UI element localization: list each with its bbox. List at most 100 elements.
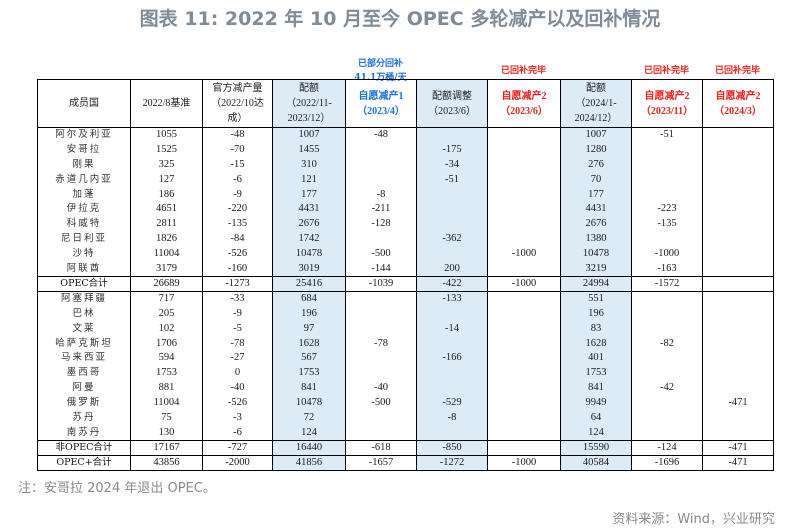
value-cell: -27 — [202, 350, 273, 366]
value-cell — [416, 216, 488, 232]
value-cell: 2676 — [272, 216, 346, 232]
value-cell — [631, 425, 703, 441]
country-cell: 尼日利亚 — [37, 231, 131, 247]
value-cell: -223 — [631, 201, 703, 217]
value-cell: 310 — [272, 157, 346, 173]
value-cell: 276 — [560, 157, 632, 173]
value-cell — [487, 201, 561, 217]
value-cell: -6 — [202, 425, 273, 441]
value-cell: 3179 — [130, 261, 203, 277]
value-cell: 325 — [130, 157, 203, 173]
country-cell: 刚果 — [37, 157, 131, 173]
refill-done-annotation-2024-3: 已回补完毕 — [714, 66, 760, 76]
country-cell: 非OPEC合计 — [37, 439, 131, 456]
table-row: 巴林 205 -9 196 196 — [37, 306, 774, 322]
value-cell — [345, 321, 417, 337]
value-cell — [631, 157, 703, 173]
value-cell: 130 — [130, 425, 203, 441]
value-cell: 11004 — [130, 395, 203, 411]
header-text: 官方减产量 — [212, 83, 263, 94]
header-voluntary-cut-1-2023-4: 自愿减产1 （2023/4） — [345, 79, 417, 128]
value-cell: -526 — [202, 395, 273, 411]
value-cell: -1000 — [487, 454, 561, 471]
value-cell — [487, 336, 561, 351]
value-cell — [487, 380, 561, 396]
value-cell: 684 — [272, 291, 346, 307]
non-opec-total-row: 非OPEC合计 17167 -727 16440 -618 -850 15590 -124 -4… — [37, 439, 774, 456]
value-cell: -82 — [631, 336, 703, 351]
value-cell: 1753 — [560, 365, 632, 381]
value-cell: 75 — [130, 410, 203, 426]
value-cell: -471 — [702, 439, 774, 456]
value-cell: -70 — [202, 142, 273, 158]
value-cell: 1455 — [272, 142, 346, 158]
value-cell: 10478 — [272, 395, 346, 411]
value-cell — [416, 201, 488, 217]
value-cell — [631, 231, 703, 247]
value-cell — [487, 142, 561, 158]
value-cell: 881 — [130, 380, 203, 396]
value-cell: 10478 — [560, 246, 632, 262]
table-row: 尼日利亚 1826 -84 1742 -362 1380 — [37, 231, 774, 247]
value-cell — [487, 291, 561, 307]
value-cell: 2676 — [560, 216, 632, 232]
value-cell — [416, 336, 488, 351]
country-cell: 南苏丹 — [37, 425, 131, 441]
value-cell: 3219 — [560, 261, 632, 277]
value-cell — [345, 172, 417, 188]
value-cell: 121 — [272, 172, 346, 188]
country-cell: 哈萨克斯坦 — [37, 336, 131, 351]
header-text: 自愿减产1 — [358, 90, 404, 102]
table-row: 沙特 11004 -526 10478 -500 -1000 10478 -1000 — [37, 246, 774, 262]
value-cell: 41856 — [272, 454, 346, 471]
header-baseline-2022-8: 2022/8基准 — [130, 79, 203, 128]
header-text: 自愿减产2 — [644, 90, 690, 102]
value-cell — [487, 172, 561, 188]
value-cell: 24994 — [560, 275, 632, 292]
value-cell — [487, 365, 561, 381]
value-cell — [487, 261, 561, 277]
value-cell: 83 — [560, 321, 632, 337]
value-cell: 594 — [130, 350, 203, 366]
value-cell — [487, 439, 561, 456]
country-cell: 加蓬 — [37, 187, 131, 202]
value-cell — [487, 350, 561, 366]
header-text: （2023/6） — [428, 105, 476, 117]
header-text: 自愿减产2 — [715, 90, 761, 102]
value-cell: 40584 — [560, 454, 632, 471]
value-cell: -8 — [345, 187, 417, 202]
value-cell: 567 — [272, 350, 346, 366]
value-cell — [416, 365, 488, 381]
value-cell — [416, 425, 488, 441]
value-cell: -1039 — [345, 275, 417, 292]
value-cell: 127 — [130, 172, 203, 188]
figure-title: 图表 11: 2022 年 10 月至今 OPEC 多轮减产以及回补情况 — [139, 8, 661, 30]
partial-refill-amount: 41.1万桶/天 — [354, 73, 407, 83]
value-cell: 841 — [560, 380, 632, 396]
value-cell: -40 — [202, 380, 273, 396]
value-cell: 551 — [560, 291, 632, 307]
footnote: 注：安哥拉 2024 年退出 OPEC。 — [18, 481, 216, 496]
header-official-cut-2022-10: 官方减产量 （2022/10达 成） — [202, 79, 273, 128]
value-cell — [702, 201, 774, 217]
table-row: 安哥拉 1525 -70 1455 -175 1280 — [37, 142, 774, 158]
value-cell: 3019 — [272, 261, 346, 277]
value-cell: -471 — [702, 395, 774, 411]
value-cell — [487, 127, 561, 143]
header-text: （2024/3） — [714, 105, 762, 117]
header-text: 2022/8基准 — [142, 98, 191, 109]
table-row: 加蓬 186 -9 177 -8 177 — [37, 187, 774, 202]
value-cell — [631, 172, 703, 188]
value-cell: -48 — [202, 127, 273, 143]
value-cell: -124 — [631, 439, 703, 456]
value-cell — [702, 350, 774, 366]
value-cell: 25416 — [272, 275, 346, 292]
value-cell: -1000 — [487, 275, 561, 292]
value-cell — [702, 142, 774, 158]
country-cell: 阿联酋 — [37, 261, 131, 277]
value-cell: 1706 — [130, 336, 203, 351]
value-cell: -500 — [345, 246, 417, 262]
table-row: 苏丹 75 -3 72 -8 64 — [37, 410, 774, 426]
value-cell: -135 — [202, 216, 273, 232]
header-text: 配额 — [299, 83, 319, 94]
